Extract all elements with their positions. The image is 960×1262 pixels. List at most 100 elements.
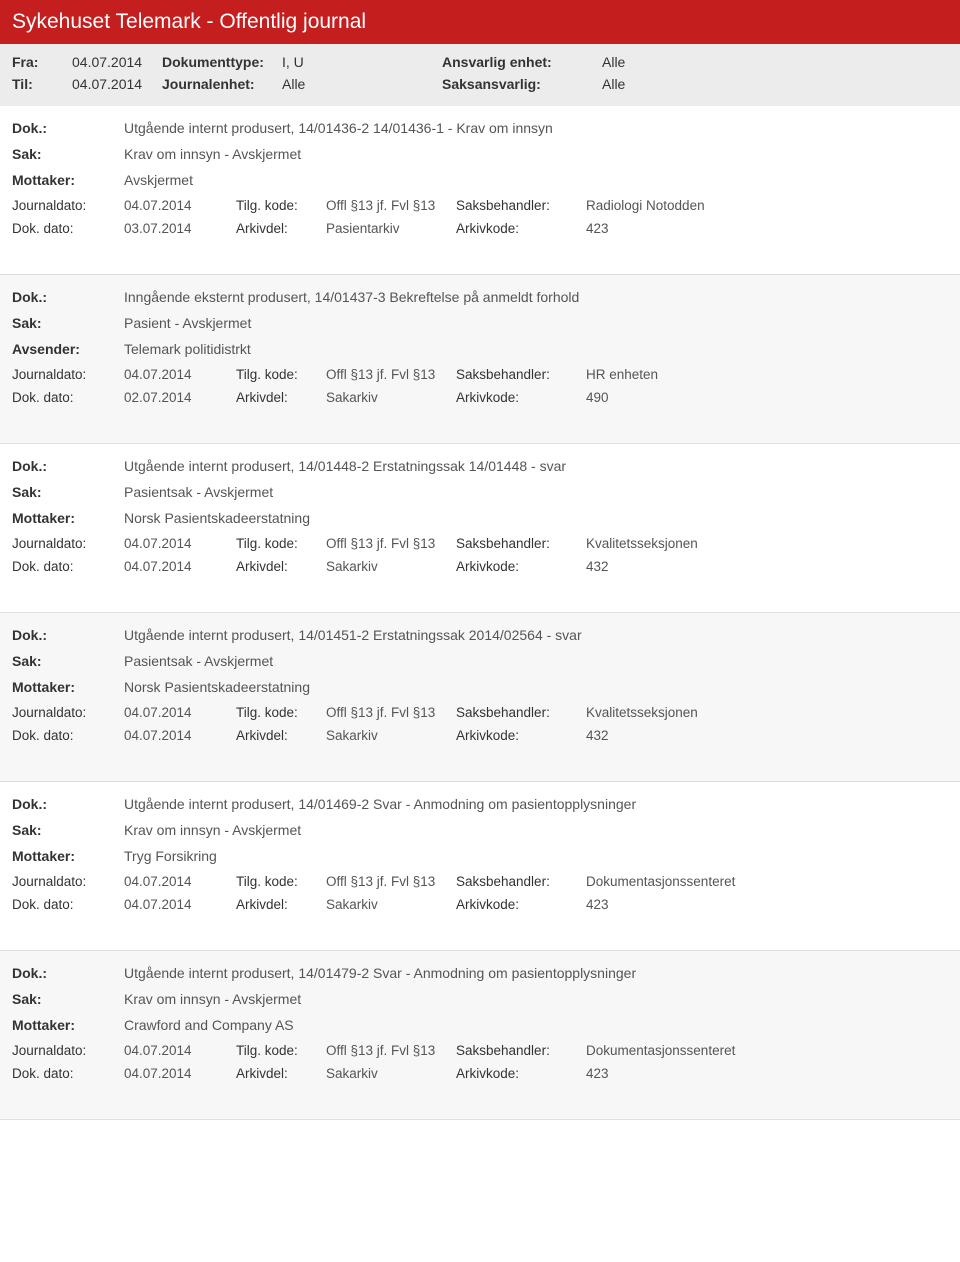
saksansvarlig-value: Alle bbox=[602, 76, 662, 92]
party-value: Norsk Pasientskadeerstatning bbox=[124, 679, 948, 695]
arkivkode-value: 432 bbox=[586, 728, 948, 743]
journalenhet-value: Alle bbox=[282, 76, 442, 92]
sak-value: Krav om innsyn - Avskjermet bbox=[124, 991, 948, 1007]
tilgkode-value: Offl §13 jf. Fvl §13 bbox=[326, 705, 456, 720]
sak-value: Pasientsak - Avskjermet bbox=[124, 484, 948, 500]
journal-entry: Dok.: Utgående internt produsert, 14/014… bbox=[0, 613, 960, 782]
arkivdel-value: Sakarkiv bbox=[326, 1066, 456, 1081]
arkivkode-label: Arkivkode: bbox=[456, 221, 586, 236]
journaldato-value: 04.07.2014 bbox=[124, 198, 236, 213]
party-value: Tryg Forsikring bbox=[124, 848, 948, 864]
arkivdel-label: Arkivdel: bbox=[236, 390, 326, 405]
saksbehandler-label: Saksbehandler: bbox=[456, 1043, 586, 1058]
tilgkode-label: Tilg. kode: bbox=[236, 874, 326, 889]
journaldato-label: Journaldato: bbox=[12, 1043, 124, 1058]
journaldato-value: 04.07.2014 bbox=[124, 1043, 236, 1058]
arkivkode-value: 423 bbox=[586, 897, 948, 912]
sak-label: Sak: bbox=[12, 822, 124, 838]
journaldato-label: Journaldato: bbox=[12, 198, 124, 213]
tilgkode-label: Tilg. kode: bbox=[236, 198, 326, 213]
sak-label: Sak: bbox=[12, 146, 124, 162]
arkivkode-value: 432 bbox=[586, 559, 948, 574]
dok-label: Dok.: bbox=[12, 796, 124, 812]
saksbehandler-value: HR enheten bbox=[586, 367, 948, 382]
dokdato-value: 04.07.2014 bbox=[124, 1066, 236, 1081]
dokdato-value: 02.07.2014 bbox=[124, 390, 236, 405]
dok-label: Dok.: bbox=[12, 965, 124, 981]
dok-label: Dok.: bbox=[12, 289, 124, 305]
saksbehandler-label: Saksbehandler: bbox=[456, 536, 586, 551]
tilgkode-label: Tilg. kode: bbox=[236, 1043, 326, 1058]
arkivdel-value: Sakarkiv bbox=[326, 728, 456, 743]
dokdato-value: 04.07.2014 bbox=[124, 897, 236, 912]
arkivdel-value: Pasientarkiv bbox=[326, 221, 456, 236]
dok-value: Utgående internt produsert, 14/01451-2 E… bbox=[124, 627, 948, 643]
arkivdel-value: Sakarkiv bbox=[326, 559, 456, 574]
arkivdel-label: Arkivdel: bbox=[236, 221, 326, 236]
party-label: Mottaker: bbox=[12, 172, 124, 188]
tilgkode-value: Offl §13 jf. Fvl §13 bbox=[326, 1043, 456, 1058]
journal-entry: Dok.: Utgående internt produsert, 14/014… bbox=[0, 782, 960, 951]
tilgkode-value: Offl §13 jf. Fvl §13 bbox=[326, 874, 456, 889]
tilgkode-label: Tilg. kode: bbox=[236, 536, 326, 551]
party-value: Telemark politidistrkt bbox=[124, 341, 948, 357]
til-value: 04.07.2014 bbox=[72, 76, 162, 92]
filter-bar: Fra: 04.07.2014 Dokumenttype: I, U Ansva… bbox=[0, 44, 960, 106]
arkivdel-label: Arkivdel: bbox=[236, 897, 326, 912]
party-value: Crawford and Company AS bbox=[124, 1017, 948, 1033]
dokdato-label: Dok. dato: bbox=[12, 221, 124, 236]
arkivdel-label: Arkivdel: bbox=[236, 728, 326, 743]
dokdato-label: Dok. dato: bbox=[12, 1066, 124, 1081]
ansvarlig-label: Ansvarlig enhet: bbox=[442, 54, 602, 70]
dok-value: Utgående internt produsert, 14/01479-2 S… bbox=[124, 965, 948, 981]
journaldato-value: 04.07.2014 bbox=[124, 705, 236, 720]
til-label: Til: bbox=[12, 76, 72, 92]
arkivkode-value: 490 bbox=[586, 390, 948, 405]
sak-value: Pasient - Avskjermet bbox=[124, 315, 948, 331]
dokdato-value: 04.07.2014 bbox=[124, 728, 236, 743]
fra-label: Fra: bbox=[12, 54, 72, 70]
sak-label: Sak: bbox=[12, 991, 124, 1007]
arkivkode-label: Arkivkode: bbox=[456, 1066, 586, 1081]
party-label: Avsender: bbox=[12, 341, 124, 357]
dokdato-label: Dok. dato: bbox=[12, 897, 124, 912]
fra-value: 04.07.2014 bbox=[72, 54, 162, 70]
arkivdel-label: Arkivdel: bbox=[236, 1066, 326, 1081]
saksbehandler-label: Saksbehandler: bbox=[456, 198, 586, 213]
ansvarlig-value: Alle bbox=[602, 54, 662, 70]
dok-label: Dok.: bbox=[12, 120, 124, 136]
dok-label: Dok.: bbox=[12, 627, 124, 643]
saksbehandler-value: Kvalitetsseksjonen bbox=[586, 536, 948, 551]
party-label: Mottaker: bbox=[12, 510, 124, 526]
saksbehandler-value: Dokumentasjonssenteret bbox=[586, 874, 948, 889]
arkivkode-label: Arkivkode: bbox=[456, 559, 586, 574]
arkivdel-value: Sakarkiv bbox=[326, 390, 456, 405]
saksbehandler-value: Kvalitetsseksjonen bbox=[586, 705, 948, 720]
arkivkode-label: Arkivkode: bbox=[456, 390, 586, 405]
journal-entry: Dok.: Utgående internt produsert, 14/014… bbox=[0, 444, 960, 613]
journaldato-value: 04.07.2014 bbox=[124, 367, 236, 382]
arkivdel-label: Arkivdel: bbox=[236, 559, 326, 574]
tilgkode-label: Tilg. kode: bbox=[236, 705, 326, 720]
arkivkode-value: 423 bbox=[586, 1066, 948, 1081]
dokumenttype-label: Dokumenttype: bbox=[162, 54, 282, 70]
tilgkode-value: Offl §13 jf. Fvl §13 bbox=[326, 536, 456, 551]
dok-label: Dok.: bbox=[12, 458, 124, 474]
saksbehandler-value: Dokumentasjonssenteret bbox=[586, 1043, 948, 1058]
saksbehandler-value: Radiologi Notodden bbox=[586, 198, 948, 213]
page-title: Sykehuset Telemark - Offentlig journal bbox=[0, 0, 960, 44]
journaldato-label: Journaldato: bbox=[12, 536, 124, 551]
journaldato-value: 04.07.2014 bbox=[124, 874, 236, 889]
journaldato-label: Journaldato: bbox=[12, 367, 124, 382]
saksbehandler-label: Saksbehandler: bbox=[456, 874, 586, 889]
sak-label: Sak: bbox=[12, 484, 124, 500]
journal-entry: Dok.: Inngående eksternt produsert, 14/0… bbox=[0, 275, 960, 444]
dok-value: Inngående eksternt produsert, 14/01437-3… bbox=[124, 289, 948, 305]
dokdato-value: 04.07.2014 bbox=[124, 559, 236, 574]
journal-entry: Dok.: Utgående internt produsert, 14/014… bbox=[0, 951, 960, 1120]
tilgkode-value: Offl §13 jf. Fvl §13 bbox=[326, 198, 456, 213]
journaldato-label: Journaldato: bbox=[12, 874, 124, 889]
dokdato-value: 03.07.2014 bbox=[124, 221, 236, 236]
dokumenttype-value: I, U bbox=[282, 54, 442, 70]
arkivkode-label: Arkivkode: bbox=[456, 728, 586, 743]
